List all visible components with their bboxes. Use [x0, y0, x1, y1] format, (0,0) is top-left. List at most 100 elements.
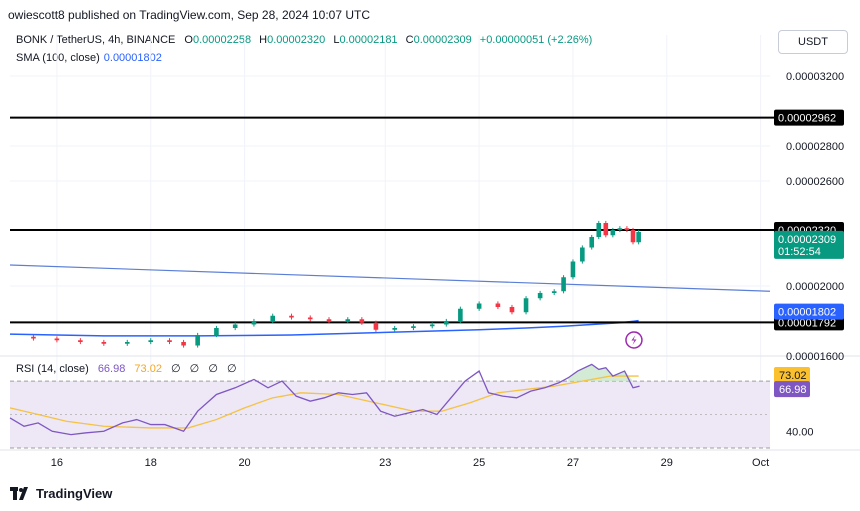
tradingview-logo-icon [10, 486, 32, 501]
candle-body-18 [359, 319, 365, 323]
candle-body-6 [148, 340, 154, 342]
candle-body-3 [78, 340, 83, 342]
candle-body-28 [523, 298, 529, 313]
sma-badge-label: 0.00001802 [778, 307, 836, 319]
rsi-ma-badge-label: 73.02 [779, 370, 807, 382]
open-value: 0.00002258 [192, 34, 252, 46]
current-price-badge [774, 230, 844, 259]
lightning-icon [625, 331, 643, 349]
change-value: +0.00000051 (+2.26%) [479, 34, 593, 46]
level-badge-label-2: 0.00001792 [778, 317, 836, 329]
candle-body-20 [392, 328, 397, 330]
y-tick-label-1: 0.00002800 [786, 141, 844, 153]
candle-body-14 [289, 315, 294, 318]
rsi-overbought-fill [568, 364, 634, 382]
open-label: O [184, 34, 193, 46]
x-tick-label-7: Oct [752, 457, 769, 469]
candle-body-21 [411, 326, 416, 328]
close-value: 0.00002309 [413, 34, 472, 46]
candle-body-13 [270, 315, 276, 321]
candle-body-40 [630, 230, 636, 243]
x-tick-label-2: 20 [238, 457, 250, 469]
rsi-y-tick-label-0: 40.00 [786, 426, 814, 438]
ohlc-legend: BONK / TetherUS, 4h, BINANCE O0.00002258… [16, 34, 597, 46]
candle-body-32 [570, 261, 576, 278]
x-tick-label-6: 29 [661, 457, 673, 469]
sma-legend[interactable]: SMA (100, close) 0.00001802 [16, 52, 162, 64]
candle-body-17 [345, 319, 351, 321]
candle-body-31 [561, 277, 566, 292]
rsi-ma-line [9, 375, 639, 429]
x-tick-label-1: 18 [145, 457, 157, 469]
candle-body-8 [181, 342, 186, 346]
rsi-legend[interactable]: RSI (14, close) 66.98 73.02 ∅ ∅ ∅ ∅ [16, 362, 237, 375]
candle-body-19 [373, 322, 379, 330]
candle-body-23 [443, 321, 449, 325]
countdown-label: 01:52:54 [778, 246, 821, 258]
tradingview-brand: TradingView [36, 486, 113, 501]
candle-body-7 [167, 340, 172, 342]
high-value: 0.00002320 [267, 34, 326, 46]
candle-body-29 [537, 293, 543, 299]
rsi-extra-value-3: ∅ [208, 363, 218, 375]
candle-body-26 [495, 303, 501, 307]
rsi-value: 66.98 [97, 363, 126, 375]
candle-body-30 [551, 291, 557, 293]
rsi-badge-label: 66.98 [779, 384, 807, 396]
rsi-band [10, 381, 770, 448]
candle-body-2 [54, 338, 60, 341]
publish-attribution: owiescott8 published on TradingView.com,… [8, 8, 371, 22]
rsi-badge [774, 381, 810, 398]
rsi-extra-value-1: ∅ [171, 363, 181, 375]
level-badge-label-1: 0.00002320 [778, 225, 836, 237]
low-value: 0.00002181 [339, 34, 398, 46]
currency-button[interactable]: USDT [778, 30, 848, 54]
x-tick-label-5: 27 [567, 457, 579, 469]
candle-body-27 [509, 307, 515, 313]
rsi-ma-badge [774, 367, 810, 384]
candle-body-9 [195, 335, 200, 346]
candle-body-11 [232, 324, 238, 328]
level-badge-0 [774, 109, 844, 126]
candle-body-34 [589, 237, 595, 248]
rsi-extra-value-2: ∅ [189, 363, 200, 375]
y-tick-label-0: 0.00003200 [786, 71, 844, 83]
candle-body-39 [624, 228, 630, 230]
high-label: H [259, 34, 268, 46]
candle-body-15 [307, 317, 313, 320]
symbol-title[interactable]: BONK / TetherUS, 4h, BINANCE [16, 34, 176, 46]
y-tick-label-2: 0.00002600 [786, 176, 844, 188]
candle-body-10 [214, 328, 219, 335]
tradingview-logo[interactable]: TradingView [10, 486, 112, 501]
candle-body-37 [610, 230, 616, 236]
candle-body-16 [326, 319, 332, 321]
candle-body-35 [596, 223, 602, 237]
rsi-label: RSI (14, close) [16, 363, 89, 375]
lightning-icon-bolt [631, 335, 637, 345]
y-tick-label-3: 0.00002000 [786, 281, 844, 293]
current-price-label: 0.00002309 [778, 234, 836, 246]
x-tick-label-0: 16 [51, 457, 63, 469]
candle-body-4 [101, 342, 107, 344]
candle-body-1 [31, 336, 36, 339]
candle-body-5 [124, 342, 130, 344]
candle-body-24 [458, 308, 463, 321]
candle-body-22 [429, 324, 435, 327]
candle-body-12 [251, 321, 257, 325]
sma-badge [774, 303, 844, 320]
y-tick-label-4: 0.00001600 [786, 351, 844, 363]
level-badge-1 [774, 222, 844, 238]
candle-body-33 [580, 247, 585, 262]
low-label: L [333, 34, 340, 46]
trendline [9, 264, 771, 292]
x-tick-label-3: 23 [379, 457, 391, 469]
level-badge-2 [774, 314, 844, 331]
candle-body-38 [617, 228, 623, 230]
rsi-ma-value: 73.02 [134, 363, 162, 375]
candle-body-25 [476, 303, 482, 309]
x-tick-label-4: 25 [473, 457, 485, 469]
candle-body-41 [636, 231, 641, 243]
sma-value: 0.00001802 [103, 52, 162, 64]
